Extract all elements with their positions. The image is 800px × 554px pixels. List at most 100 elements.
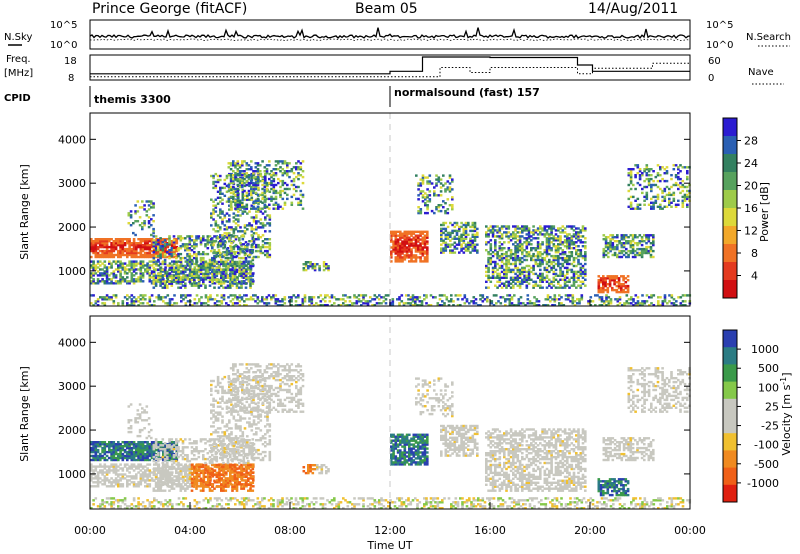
scatter-cell — [330, 294, 334, 297]
scatter-cell — [243, 232, 247, 235]
scatter-cell — [297, 197, 300, 201]
scatter-cell — [440, 247, 443, 250]
scatter-cell — [525, 229, 529, 232]
scatter-cell — [225, 234, 229, 237]
scatter-cell — [295, 185, 298, 189]
scatter-cell — [437, 180, 441, 183]
scatter-cell — [108, 260, 111, 263]
scatter-cell — [242, 243, 246, 246]
scatter-cell — [265, 170, 269, 173]
scatter-cell — [212, 228, 215, 231]
scatter-cell — [527, 227, 531, 230]
scatter-cell — [405, 294, 408, 297]
scatter-cell — [257, 245, 260, 249]
scatter-cell — [624, 286, 628, 290]
scatter-cell — [412, 256, 416, 259]
scatter-cell — [170, 284, 174, 287]
scatter-cell — [139, 280, 143, 283]
scatter-cell — [394, 246, 398, 249]
scatter-cell — [218, 268, 221, 271]
scatter-cell — [103, 452, 107, 456]
scatter-cell — [229, 164, 233, 167]
scatter-cell — [412, 254, 416, 257]
scatter-cell — [489, 280, 493, 283]
scatter-cell — [211, 262, 214, 266]
scatter-cell — [166, 264, 170, 267]
scatter-cell — [272, 177, 276, 181]
scatter-cell — [268, 214, 272, 217]
scatter-cell — [426, 256, 429, 259]
scatter-cell — [150, 441, 154, 444]
scatter-cell — [121, 452, 125, 456]
scatter-cell — [491, 225, 495, 228]
scatter-cell — [139, 450, 143, 454]
scatter-cell — [489, 258, 493, 262]
scatter-cell — [629, 174, 633, 177]
scatter-cell — [552, 278, 556, 281]
scatter-cell — [303, 294, 307, 297]
scatter-cell — [234, 294, 237, 297]
scatter-cell — [251, 258, 255, 262]
scatter-cell — [491, 254, 495, 258]
scatter-cell — [211, 258, 214, 262]
scatter-cell — [439, 182, 443, 185]
scatter-cell — [608, 281, 612, 284]
scatter-cell — [223, 224, 227, 227]
noise-search-series — [89, 38, 690, 41]
scatter-cell — [171, 240, 174, 243]
scatter-cell — [168, 243, 171, 246]
scatter-cell — [148, 240, 152, 243]
scatter-cell — [408, 236, 411, 239]
scatter-cell — [110, 296, 113, 299]
scatter-cell — [236, 203, 240, 206]
scatter-cell — [608, 283, 612, 286]
scatter-cell — [426, 176, 429, 179]
scatter-cell — [248, 222, 251, 225]
scatter-cell — [390, 234, 393, 237]
scatter-cell — [530, 254, 533, 258]
scatter-cell — [244, 286, 248, 289]
scatter-cell — [254, 191, 258, 195]
scatter-cell — [214, 230, 218, 233]
scatter-cell — [613, 236, 617, 239]
scatter-cell — [505, 274, 508, 277]
scatter-cell — [245, 183, 249, 187]
scatter-cell — [236, 179, 240, 183]
scatter-cell — [643, 300, 647, 303]
scatter-cell — [175, 247, 179, 251]
scatter-cell — [297, 203, 300, 206]
scatter-cell — [108, 450, 111, 454]
scatter-cell — [157, 247, 160, 250]
scatter-cell — [146, 266, 149, 269]
scatter-cell — [166, 243, 169, 246]
scatter-cell — [570, 225, 574, 228]
scatter-cell — [147, 222, 151, 225]
scatter-cell — [554, 233, 558, 236]
scatter-cell — [168, 264, 171, 268]
scatter-cell — [408, 246, 411, 249]
scatter-cell — [141, 227, 144, 231]
scatter-cell — [175, 274, 178, 277]
scatter-cell — [128, 304, 131, 307]
scatter-cell — [509, 286, 513, 289]
scatter-cell — [212, 240, 215, 243]
scatter-cell — [218, 270, 221, 273]
scatter-cell — [225, 190, 229, 193]
scatter-cell — [494, 276, 497, 279]
scatter-cell — [112, 458, 116, 462]
scatter-cell — [243, 207, 246, 210]
scatter-cell — [220, 270, 224, 273]
freq-series — [90, 56, 690, 75]
scatter-cell — [277, 160, 280, 163]
scatter-cell — [101, 249, 104, 253]
scatter-cell — [154, 262, 158, 266]
scatter-cell — [208, 262, 212, 266]
scatter-cell — [108, 274, 111, 277]
scatter-cell — [204, 302, 208, 305]
scatter-cell — [240, 274, 243, 277]
scatter-cell — [265, 298, 269, 301]
scatter-cell — [181, 264, 185, 268]
scatter-cell — [179, 235, 183, 238]
scatter-cell — [492, 304, 496, 307]
scatter-cell — [622, 243, 626, 247]
